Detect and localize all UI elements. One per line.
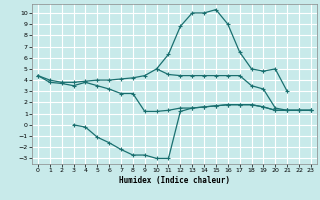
X-axis label: Humidex (Indice chaleur): Humidex (Indice chaleur) bbox=[119, 176, 230, 185]
